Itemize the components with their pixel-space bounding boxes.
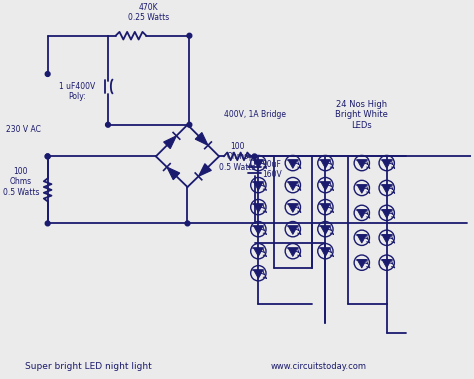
Polygon shape	[357, 160, 366, 168]
Circle shape	[45, 221, 50, 226]
Text: +: +	[245, 153, 253, 163]
Polygon shape	[357, 210, 366, 218]
Circle shape	[187, 33, 192, 38]
Text: 470K
0.25 Watts: 470K 0.25 Watts	[128, 3, 169, 22]
Circle shape	[106, 122, 110, 127]
Polygon shape	[199, 164, 211, 176]
Polygon shape	[254, 248, 263, 257]
Polygon shape	[320, 182, 330, 190]
Circle shape	[45, 72, 50, 77]
Circle shape	[187, 122, 192, 127]
Circle shape	[45, 154, 50, 159]
Polygon shape	[357, 185, 366, 193]
Text: 10uF
160V: 10uF 160V	[262, 160, 282, 180]
Text: 24 Nos High
Bright White
LEDs: 24 Nos High Bright White LEDs	[336, 100, 388, 130]
Polygon shape	[288, 160, 298, 168]
Polygon shape	[320, 226, 330, 235]
Text: 100
Ohms
0.5 Watts: 100 Ohms 0.5 Watts	[219, 142, 255, 172]
Polygon shape	[382, 185, 392, 193]
Polygon shape	[382, 260, 392, 268]
Polygon shape	[382, 235, 392, 243]
Polygon shape	[320, 204, 330, 212]
Polygon shape	[254, 226, 263, 235]
Text: 100
Ohms
0.5 Watts: 100 Ohms 0.5 Watts	[2, 167, 39, 197]
Polygon shape	[254, 270, 263, 279]
Text: 230 V AC: 230 V AC	[6, 125, 41, 135]
Polygon shape	[288, 204, 298, 212]
Circle shape	[252, 154, 257, 159]
Polygon shape	[357, 235, 366, 243]
Polygon shape	[195, 133, 208, 145]
Polygon shape	[254, 204, 263, 212]
Polygon shape	[320, 160, 330, 168]
Text: www.circuitstoday.com: www.circuitstoday.com	[271, 362, 367, 371]
Circle shape	[185, 221, 190, 226]
Circle shape	[45, 154, 50, 159]
Polygon shape	[288, 226, 298, 235]
Text: Super bright LED night light: Super bright LED night light	[25, 362, 151, 371]
Polygon shape	[167, 167, 180, 180]
Polygon shape	[164, 136, 176, 149]
Polygon shape	[288, 182, 298, 190]
Text: 400V, 1A Bridge: 400V, 1A Bridge	[224, 110, 286, 119]
Polygon shape	[254, 160, 263, 168]
Polygon shape	[320, 248, 330, 257]
Text: 1 uF400V
Poly:: 1 uF400V Poly:	[59, 81, 95, 101]
Polygon shape	[254, 182, 263, 190]
Polygon shape	[357, 260, 366, 268]
Polygon shape	[382, 160, 392, 168]
Polygon shape	[382, 210, 392, 218]
Polygon shape	[288, 248, 298, 257]
